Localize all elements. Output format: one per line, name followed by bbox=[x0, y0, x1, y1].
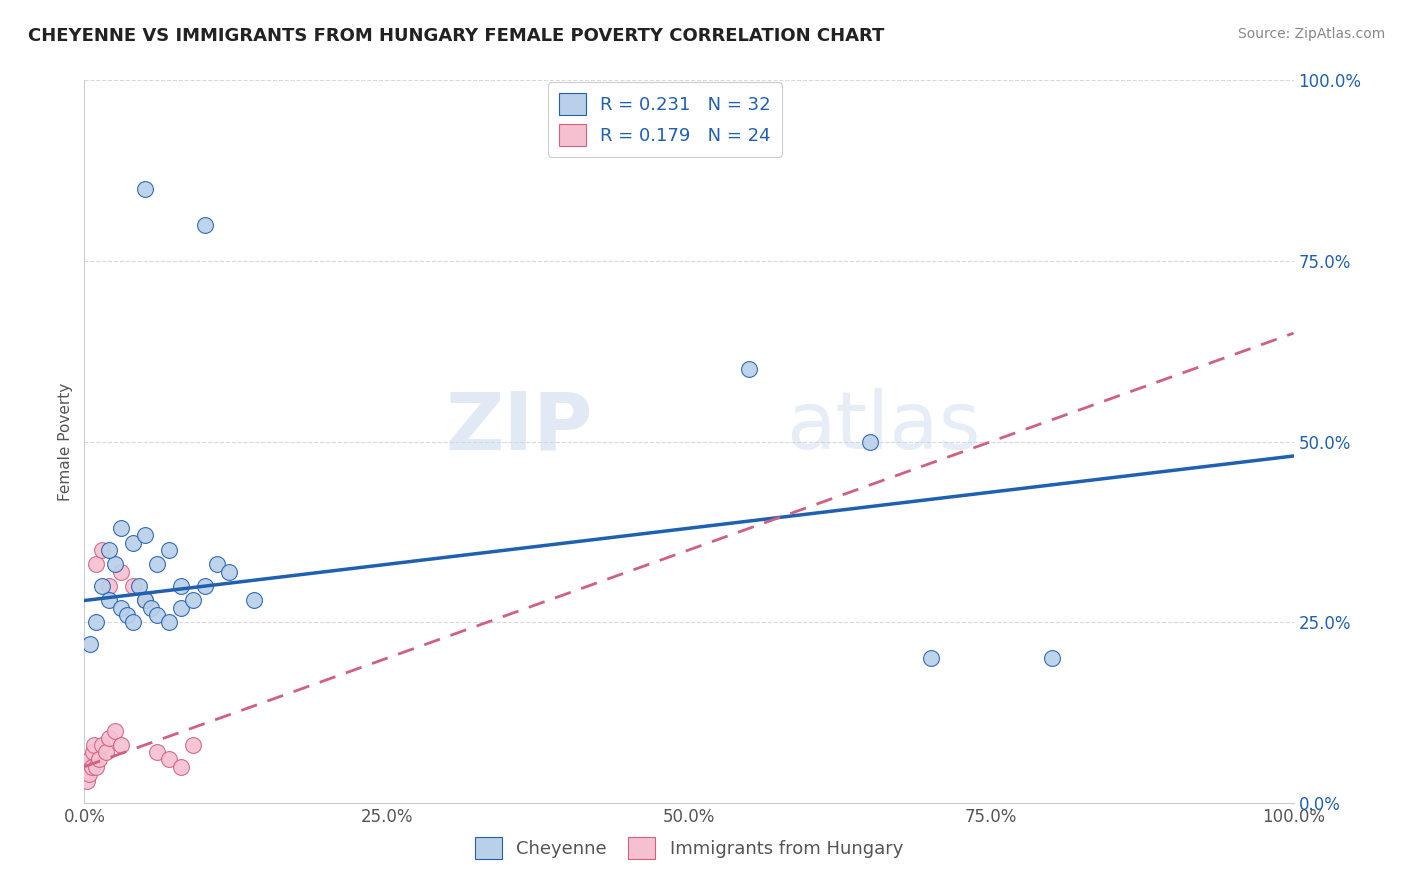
Text: ZIP: ZIP bbox=[444, 388, 592, 467]
Point bbox=[170, 760, 193, 774]
Point bbox=[104, 558, 127, 572]
Point bbox=[121, 535, 143, 549]
Text: CHEYENNE VS IMMIGRANTS FROM HUNGARY FEMALE POVERTY CORRELATION CHART: CHEYENNE VS IMMIGRANTS FROM HUNGARY FEMA… bbox=[28, 27, 884, 45]
Point bbox=[207, 558, 229, 572]
Point bbox=[80, 760, 103, 774]
Point bbox=[121, 615, 143, 630]
Point bbox=[91, 542, 114, 557]
Point bbox=[104, 723, 127, 738]
Point bbox=[146, 607, 169, 622]
Point bbox=[194, 579, 217, 593]
Point bbox=[110, 565, 132, 579]
Point bbox=[146, 558, 169, 572]
Point bbox=[146, 745, 169, 759]
Point bbox=[170, 600, 193, 615]
Point bbox=[134, 593, 156, 607]
Point bbox=[115, 607, 138, 622]
Point bbox=[77, 767, 100, 781]
Point bbox=[110, 521, 132, 535]
Point bbox=[86, 558, 108, 572]
Point bbox=[110, 738, 132, 752]
Point bbox=[79, 637, 101, 651]
Point bbox=[77, 760, 100, 774]
Point bbox=[134, 593, 156, 607]
Text: atlas: atlas bbox=[786, 388, 980, 467]
Point bbox=[86, 615, 108, 630]
Point bbox=[76, 774, 98, 789]
Point bbox=[87, 752, 110, 766]
Point bbox=[139, 600, 162, 615]
Point bbox=[181, 593, 204, 607]
Point bbox=[94, 745, 117, 759]
Point bbox=[157, 615, 180, 630]
Point bbox=[920, 651, 942, 665]
Point bbox=[97, 579, 120, 593]
Point bbox=[242, 593, 264, 607]
Point bbox=[859, 434, 882, 449]
Point bbox=[97, 542, 120, 557]
Legend: Cheyenne, Immigrants from Hungary: Cheyenne, Immigrants from Hungary bbox=[467, 830, 911, 866]
Point bbox=[170, 579, 193, 593]
Point bbox=[134, 182, 156, 196]
Point bbox=[218, 565, 240, 579]
Point bbox=[134, 528, 156, 542]
Point bbox=[97, 731, 120, 745]
Point bbox=[83, 738, 105, 752]
Point bbox=[79, 752, 101, 766]
Point bbox=[1040, 651, 1063, 665]
Point bbox=[82, 745, 104, 759]
Point bbox=[91, 738, 114, 752]
Y-axis label: Female Poverty: Female Poverty bbox=[58, 383, 73, 500]
Text: Source: ZipAtlas.com: Source: ZipAtlas.com bbox=[1237, 27, 1385, 41]
Point bbox=[91, 579, 114, 593]
Point bbox=[121, 579, 143, 593]
Point bbox=[86, 760, 108, 774]
Point bbox=[157, 752, 180, 766]
Point bbox=[110, 600, 132, 615]
Point bbox=[97, 593, 120, 607]
Point bbox=[194, 218, 217, 232]
Point bbox=[128, 579, 150, 593]
Point bbox=[181, 738, 204, 752]
Point bbox=[157, 542, 180, 557]
Point bbox=[738, 362, 761, 376]
